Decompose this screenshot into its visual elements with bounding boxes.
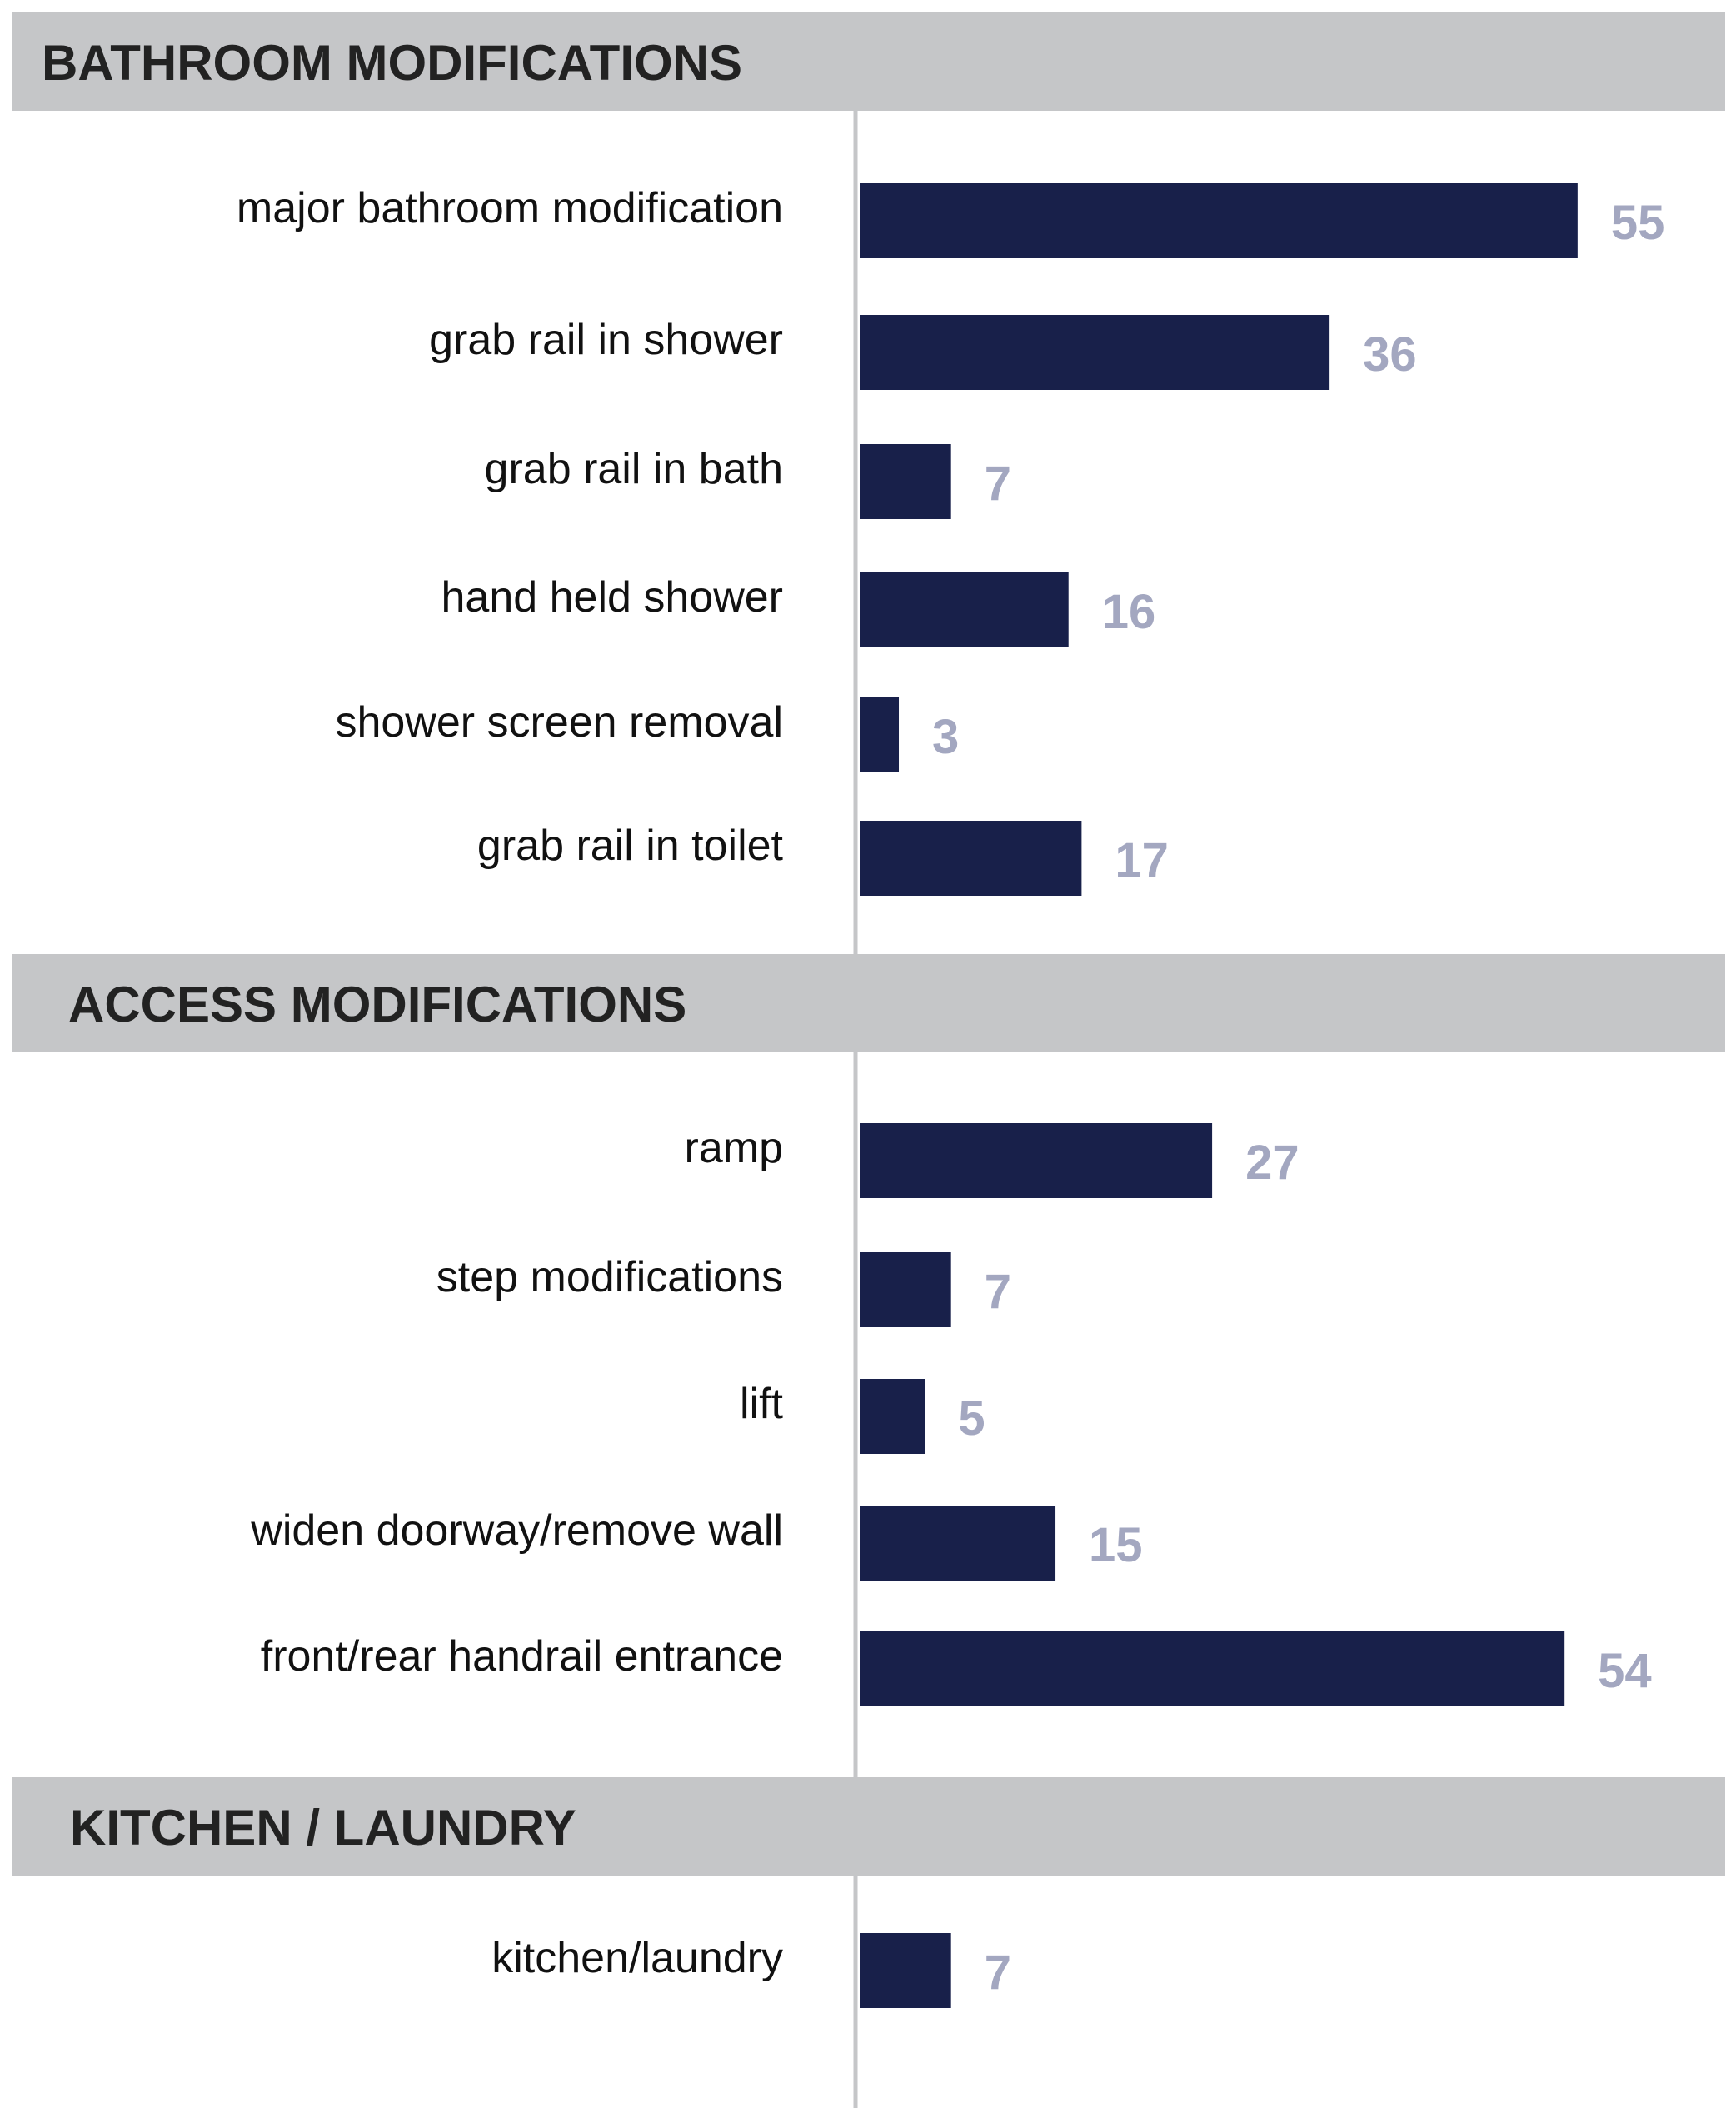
- section-title: ACCESS MODIFICATIONS: [68, 977, 686, 1032]
- bar: [860, 1631, 1565, 1706]
- value-label: 5: [958, 1391, 985, 1446]
- bar: [860, 821, 1082, 896]
- bar: [860, 1379, 925, 1454]
- section-header-band: [12, 12, 1725, 111]
- section-title: KITCHEN / LAUNDRY: [70, 1800, 576, 1856]
- section-title: BATHROOM MODIFICATIONS: [42, 35, 742, 91]
- section-header-band: [12, 954, 1725, 1052]
- category-label: shower screen removal: [335, 698, 783, 747]
- bar: [860, 444, 951, 519]
- bar: [860, 697, 900, 772]
- bar: [860, 1252, 951, 1327]
- value-label: 16: [1102, 585, 1156, 639]
- category-label: step modifications: [436, 1253, 783, 1301]
- value-label: 17: [1115, 833, 1169, 887]
- category-label: hand held shower: [441, 573, 783, 622]
- value-label: 15: [1089, 1518, 1143, 1572]
- category-label: lift: [740, 1380, 784, 1428]
- value-label: 55: [1611, 196, 1665, 250]
- value-label: 36: [1363, 327, 1417, 382]
- category-label: kitchen/laundry: [491, 1934, 783, 1982]
- value-label: 7: [985, 1265, 1011, 1319]
- category-label: ramp: [685, 1124, 783, 1172]
- bar: [860, 572, 1069, 647]
- category-label: grab rail in shower: [429, 316, 783, 364]
- section-header-band: [12, 1777, 1725, 1876]
- value-label: 54: [1598, 1644, 1652, 1698]
- category-label: widen doorway/remove wall: [250, 1506, 783, 1555]
- value-label: 3: [932, 710, 959, 764]
- bar: [860, 1506, 1056, 1581]
- value-label: 7: [985, 457, 1011, 511]
- bar: [860, 1933, 951, 2008]
- value-label: 27: [1245, 1136, 1300, 1190]
- category-label: major bathroom modification: [237, 184, 783, 232]
- bar: [860, 315, 1330, 390]
- category-label: front/rear handrail entrance: [261, 1632, 783, 1681]
- bar: [860, 1123, 1213, 1198]
- category-label: grab rail in toilet: [477, 822, 784, 870]
- value-label: 7: [985, 1946, 1011, 2000]
- bar: [860, 183, 1578, 258]
- category-label: grab rail in bath: [485, 445, 783, 493]
